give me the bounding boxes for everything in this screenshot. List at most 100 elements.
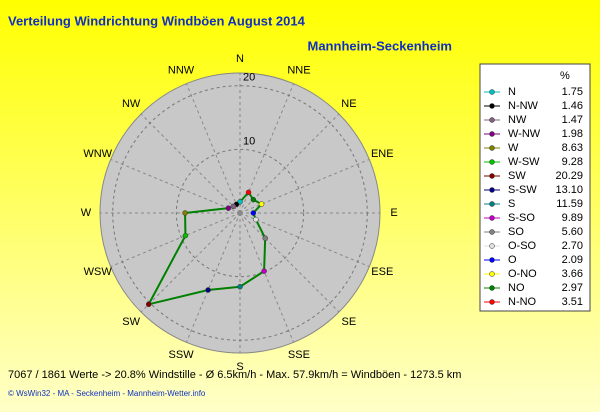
legend-name: O-NO <box>508 268 537 280</box>
legend-name: S <box>508 198 515 210</box>
legend-marker <box>489 229 495 235</box>
data-point <box>261 268 267 274</box>
legend-value: 3.66 <box>562 268 583 280</box>
direction-label: E <box>390 207 397 219</box>
legend-name: NO <box>508 282 525 294</box>
legend-marker <box>489 285 495 291</box>
legend-value: 1.75 <box>562 86 583 98</box>
legend-name: W-SW <box>508 156 540 168</box>
legend-name: W-NW <box>508 128 541 140</box>
spoke <box>239 158 370 214</box>
legend-value: 13.10 <box>555 184 583 196</box>
legend-marker <box>489 201 495 207</box>
spoke <box>185 212 241 343</box>
data-point <box>237 284 243 290</box>
legend-name: N <box>508 86 516 98</box>
legend-value: 9.28 <box>562 156 583 168</box>
spoke <box>110 158 241 214</box>
legend-marker <box>489 117 495 123</box>
legend-name: W <box>508 142 519 154</box>
data-point <box>262 235 268 241</box>
legend-marker <box>489 145 495 151</box>
direction-label: ENE <box>371 148 394 160</box>
legend-value: 2.70 <box>562 240 583 252</box>
legend-value: 2.09 <box>562 254 583 266</box>
legend-marker <box>489 271 495 277</box>
footer: 7067 / 1861 Werte -> 20.8% Windstille - … <box>8 369 461 381</box>
legend-value: 11.59 <box>556 198 583 210</box>
direction-label: SE <box>342 316 357 328</box>
data-point <box>182 210 188 216</box>
chart-subtitle: Mannheim-Seckenheim <box>308 38 453 53</box>
data-point <box>225 205 232 211</box>
legend-name: S-SO <box>508 212 535 224</box>
legend-value: 5.60 <box>562 226 583 238</box>
r-tick-label: 20 <box>243 72 255 84</box>
legend-name: N-NO <box>508 296 537 308</box>
legend-marker <box>489 243 495 249</box>
legend-value: 9.89 <box>562 212 583 224</box>
legend-marker <box>489 103 495 109</box>
spoke <box>239 212 295 343</box>
legend-marker <box>489 131 495 137</box>
direction-label: W <box>81 207 92 219</box>
direction-label: SSE <box>288 349 310 361</box>
legend-marker <box>489 89 495 95</box>
legend-title: % <box>560 70 570 82</box>
spoke <box>239 212 370 268</box>
legend-value: 20.29 <box>555 170 583 182</box>
direction-label: WSW <box>84 266 113 278</box>
data-point <box>245 189 252 196</box>
legend-marker <box>489 257 495 263</box>
spoke <box>140 113 241 214</box>
data-point <box>258 201 265 207</box>
legend-value: 8.63 <box>562 142 583 154</box>
credits: © WsWin32 - MA - Seckenheim - Mannheim-W… <box>8 389 206 398</box>
legend-marker <box>489 159 495 165</box>
legend-value: 1.47 <box>562 114 583 126</box>
legend-name: O <box>508 254 517 266</box>
legend-marker <box>489 173 495 179</box>
direction-label: NNE <box>287 65 310 77</box>
legend-value: 3.51 <box>562 296 583 308</box>
spoke <box>239 113 340 214</box>
legend-marker <box>489 299 495 305</box>
legend-name: N-NW <box>508 100 539 112</box>
legend-name: S-SW <box>508 184 537 196</box>
spoke <box>140 212 241 313</box>
data-point <box>182 232 189 239</box>
spoke <box>185 83 241 214</box>
direction-label: ESE <box>371 266 393 278</box>
direction-label: N <box>236 53 244 65</box>
data-point <box>145 301 152 308</box>
direction-label: NNW <box>168 65 195 77</box>
direction-label: WNW <box>83 148 112 160</box>
legend-name: SW <box>508 170 526 182</box>
spoke <box>239 83 295 214</box>
legend-value: 2.97 <box>562 282 583 294</box>
legend-value: 1.98 <box>562 128 583 140</box>
spoke <box>239 212 340 313</box>
chart-title: Verteilung Windrichtung Windböen August … <box>8 13 306 28</box>
data-point <box>253 216 259 223</box>
data-point <box>250 196 257 203</box>
grid-ring <box>112 85 368 341</box>
legend-marker <box>489 215 495 221</box>
direction-label: NE <box>341 98 356 110</box>
spoke <box>110 212 241 268</box>
legend-name: SO <box>508 226 524 238</box>
legend-name: O-SO <box>508 240 537 252</box>
data-point <box>230 203 237 210</box>
direction-label: S <box>236 361 243 373</box>
direction-label: SSW <box>169 349 195 361</box>
legend-value: 1.46 <box>562 100 583 112</box>
legend-marker <box>489 187 495 193</box>
r-tick-label: 10 <box>243 135 255 147</box>
data-point <box>205 287 211 293</box>
direction-label: SW <box>122 316 140 328</box>
data-point <box>250 210 257 216</box>
grid-ring <box>175 148 305 278</box>
direction-label: NW <box>122 98 141 110</box>
legend-name: NW <box>508 114 527 126</box>
